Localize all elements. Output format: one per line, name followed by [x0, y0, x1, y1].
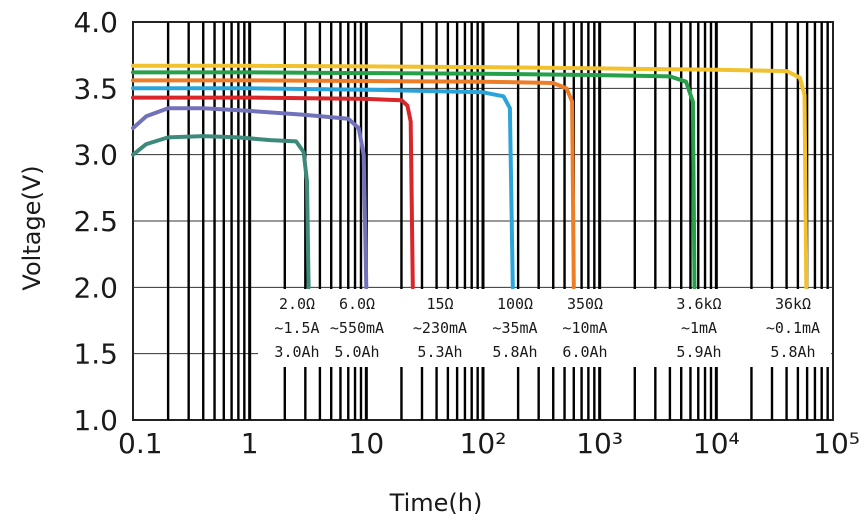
series-annotation-1: 2.0Ω [279, 295, 315, 313]
x-tick-label: 10 [349, 427, 385, 460]
series-annotation-4: 100Ω [497, 295, 533, 313]
x-tick-label: 0.1 [118, 427, 163, 460]
series-annotation-4: 5.8Ah [492, 343, 537, 361]
series-annotation-7: ~0.1mA [766, 319, 820, 337]
series-annotation-2: ~550mA [330, 319, 384, 337]
x-tick-label: 10³ [576, 427, 623, 460]
x-tick-labels: 0.1 1 10 10² 10³ 10⁴ 10⁵ [118, 427, 860, 460]
series-annotation-6: ~1mA [681, 319, 717, 337]
series-annotation-3: ~230mA [413, 319, 467, 337]
series-line-2 [131, 106, 369, 290]
series-annotation-6: 5.9Ah [676, 343, 721, 361]
y-tick-label: 1.0 [73, 404, 118, 437]
y-tick-label: 2.0 [73, 271, 118, 304]
annotation-background [258, 289, 831, 367]
series-annotation-5: 6.0Ah [562, 343, 607, 361]
series-annotation-7: 5.8Ah [770, 343, 815, 361]
series-line-3 [131, 95, 415, 290]
series-annotation-5: ~10mA [562, 319, 607, 337]
series-annotation-6: 3.6kΩ [676, 295, 721, 313]
series-annotation-3: 15Ω [426, 295, 453, 313]
series-annotation-1: 3.0Ah [274, 343, 319, 361]
series-annotation-1: ~1.5A [274, 319, 319, 337]
series-annotation-4: ~35mA [492, 319, 537, 337]
y-tick-label: 4.0 [73, 6, 118, 39]
series-annotations: 2.0Ω ~1.5A 3.0Ah 6.0Ω ~550mA 5.0Ah 15Ω ~230mA 5.… [274, 295, 820, 361]
series-annotation-7: 36kΩ [775, 295, 811, 313]
x-axis-title: Time(h) [389, 489, 483, 517]
y-tick-label: 3.0 [73, 139, 118, 172]
series-annotation-5: 350Ω [567, 295, 603, 313]
y-tick-label: 2.5 [73, 205, 118, 238]
series-annotation-2: 6.0Ω [339, 295, 375, 313]
series-annotation-2: 5.0Ah [334, 343, 379, 361]
series-annotation-3: 5.3Ah [417, 343, 462, 361]
y-axis-title: Voltage(V) [18, 165, 46, 290]
x-tick-label: 10⁵ [813, 427, 860, 460]
y-tick-label: 1.5 [73, 338, 118, 371]
y-tick-labels: 1.0 1.5 2.0 2.5 3.0 3.5 4.0 [73, 6, 118, 437]
series-line-7 [131, 63, 809, 290]
chart-series [131, 63, 809, 290]
x-tick-label: 10² [460, 427, 507, 460]
series-line-6 [131, 70, 697, 290]
series-line-5 [131, 78, 576, 290]
x-tick-label: 1 [241, 427, 259, 460]
series-line-4 [131, 86, 515, 290]
series-line-1 [131, 134, 311, 290]
x-tick-label: 10⁴ [693, 427, 740, 460]
y-tick-label: 3.5 [73, 72, 118, 105]
